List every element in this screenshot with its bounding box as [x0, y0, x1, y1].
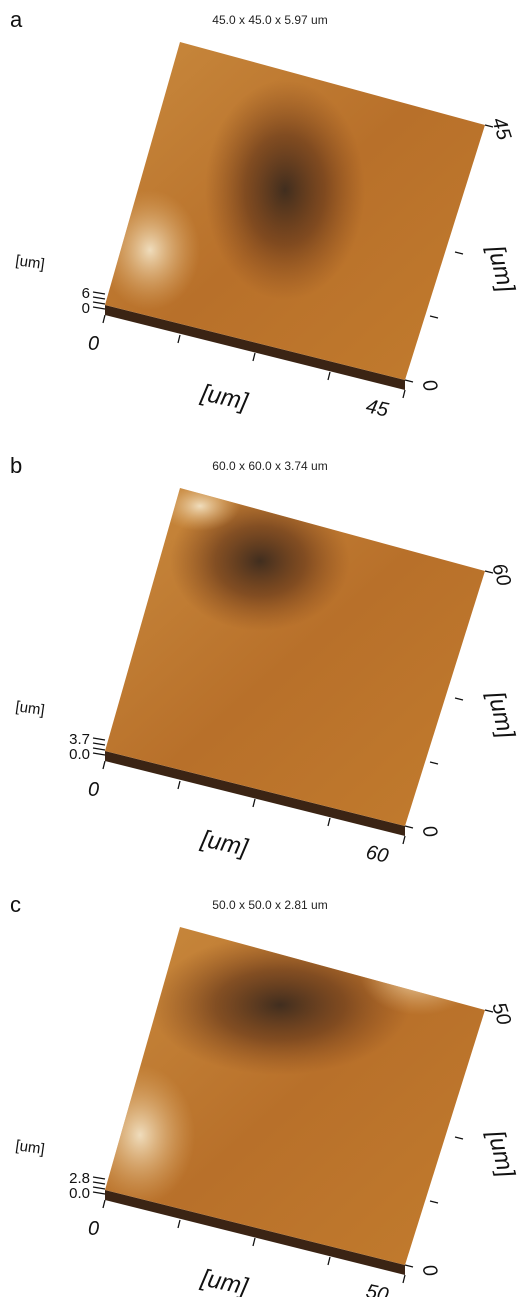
figure: a 45.0 x 45.0 x 5.97 um [um] 60 0 [um] 45 45 [um… — [0, 0, 531, 1297]
surface-feature — [360, 935, 480, 1015]
x-tick-label: 0 — [88, 1218, 99, 1240]
x-tick — [403, 1275, 405, 1283]
z-tick — [93, 748, 105, 750]
z-tick — [93, 1182, 105, 1184]
x-tick — [253, 799, 255, 807]
y-tick — [455, 252, 463, 254]
x-tick — [178, 335, 180, 343]
x-tick — [253, 1238, 255, 1246]
y-tick-label: 60 — [487, 561, 515, 589]
x-tick — [103, 761, 105, 769]
x-axis-label: [um] — [198, 379, 252, 416]
x-tick-label: 50 — [364, 1280, 390, 1297]
z-tick-label: 0.0 — [69, 1185, 90, 1202]
z-tick — [93, 753, 105, 755]
x-tick — [178, 781, 180, 789]
y-tick — [405, 826, 413, 828]
x-tick-label: 60 — [364, 841, 390, 867]
x-tick — [328, 818, 330, 826]
z-tick — [93, 297, 105, 299]
x-tick — [403, 390, 405, 398]
y-axis-label: [um] — [482, 242, 520, 296]
y-tick-label: 0 — [417, 823, 441, 840]
z-tick — [93, 1192, 105, 1194]
y-tick-label: 0 — [417, 377, 441, 394]
surface-feature — [160, 481, 240, 531]
y-tick-label: 45 — [487, 115, 515, 144]
z-tick — [93, 1177, 105, 1179]
panel-letter: a — [10, 7, 23, 32]
y-axis-label: [um] — [482, 688, 520, 742]
panel-title: 60.0 x 60.0 x 3.74 um — [212, 459, 327, 473]
z-tick — [93, 738, 105, 740]
y-tick — [405, 380, 413, 382]
surface-feature — [150, 935, 410, 1075]
z-axis-label: [um] — [14, 1137, 45, 1158]
y-axis-label: [um] — [482, 1127, 520, 1181]
x-tick-label: 45 — [364, 395, 391, 421]
panel-letter: c — [10, 892, 21, 917]
z-axis-label: [um] — [14, 698, 45, 719]
y-tick-label: 50 — [487, 1000, 515, 1028]
x-tick — [103, 315, 105, 323]
z-tick — [93, 292, 105, 294]
y-tick — [455, 1137, 463, 1139]
x-tick — [328, 372, 330, 380]
x-tick — [403, 836, 405, 844]
surface-feature — [205, 80, 365, 300]
x-tick — [103, 1200, 105, 1208]
panel-title: 50.0 x 50.0 x 2.81 um — [212, 898, 327, 912]
y-tick — [455, 698, 463, 700]
x-axis-label: [um] — [198, 1264, 252, 1297]
z-axis-label: [um] — [14, 252, 45, 273]
z-tick — [93, 302, 105, 304]
x-tick-label: 0 — [88, 333, 99, 355]
x-tick — [253, 353, 255, 361]
z-tick — [93, 743, 105, 745]
z-tick-label: 0 — [82, 300, 90, 317]
x-tick-label: 0 — [88, 779, 99, 801]
y-tick-label: 0 — [417, 1262, 441, 1279]
x-tick — [178, 1220, 180, 1228]
y-tick — [405, 1265, 413, 1267]
y-tick — [430, 316, 438, 318]
panel-title: 45.0 x 45.0 x 5.97 um — [212, 13, 327, 27]
x-tick — [328, 1257, 330, 1265]
z-tick — [93, 1187, 105, 1189]
z-tick — [93, 307, 105, 309]
y-tick — [430, 1201, 438, 1203]
surface-feature — [100, 190, 200, 310]
z-tick-label: 0.0 — [69, 746, 90, 763]
y-tick — [430, 762, 438, 764]
x-axis-label: [um] — [198, 825, 252, 862]
panel-letter: b — [10, 453, 22, 478]
